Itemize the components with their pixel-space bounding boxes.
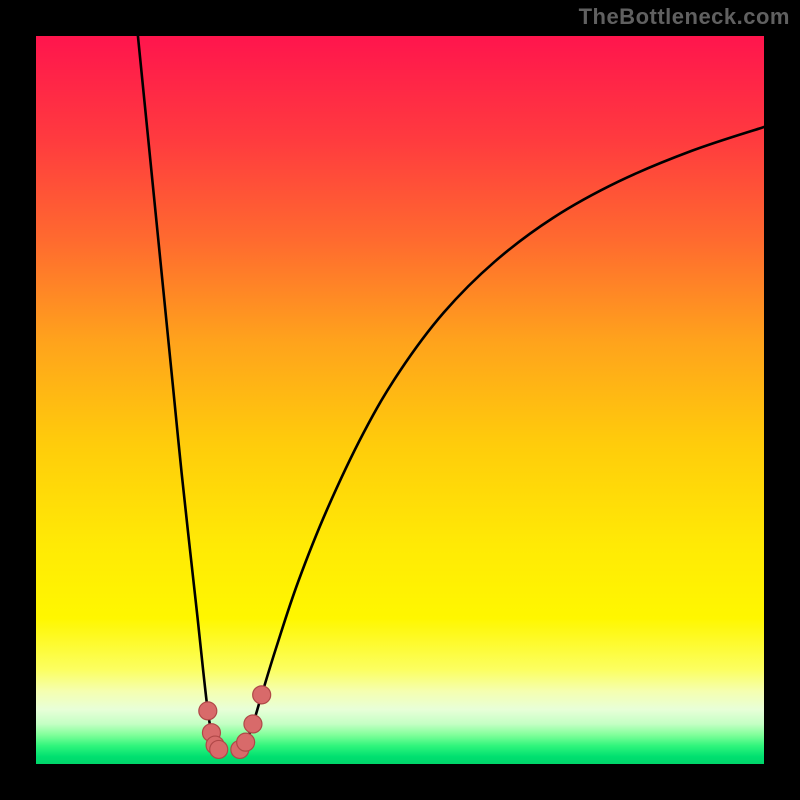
valley-marker [210, 740, 228, 758]
plot-background [36, 36, 764, 764]
chart-container: TheBottleneck.com [0, 0, 800, 800]
bottleneck-chart [0, 0, 764, 764]
valley-marker [253, 686, 271, 704]
valley-marker [237, 733, 255, 751]
valley-marker [199, 702, 217, 720]
valley-marker [244, 715, 262, 733]
